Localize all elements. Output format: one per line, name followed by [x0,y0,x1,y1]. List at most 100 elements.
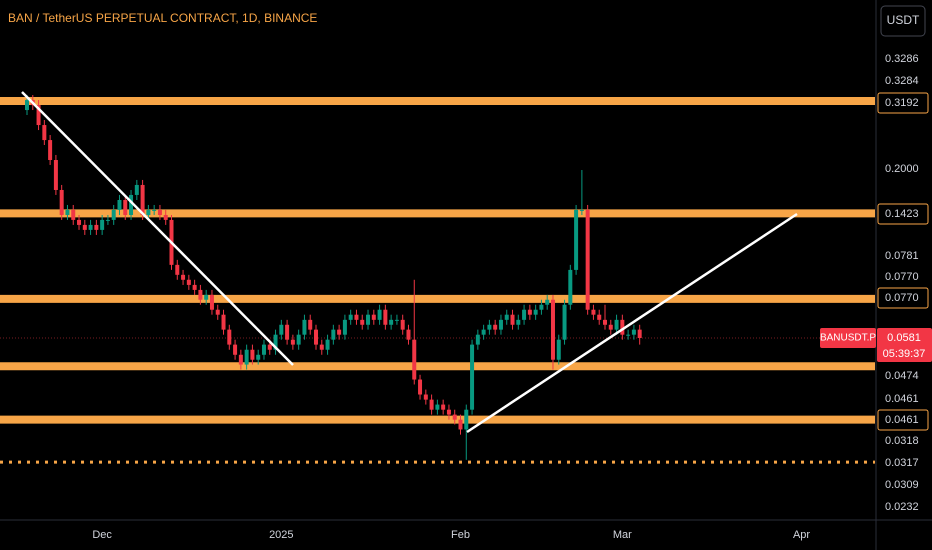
candle-body [331,329,336,340]
price-label-box [877,203,929,225]
candle-body [429,399,434,410]
candle-body [487,324,492,330]
candle-body [568,269,573,305]
price-label: 0.0781 [885,250,919,262]
candle-body [181,274,186,280]
candle-body [406,329,411,340]
candle-body [614,319,619,330]
candle-body [129,194,134,215]
candle-body [579,209,584,211]
candle-body [25,100,29,111]
candle-body [227,329,232,345]
x-tick-label: Mar [613,529,632,541]
price-label: 0.3192 [885,97,919,109]
candle-body [42,125,47,141]
price-label: 0.3286 [885,53,919,65]
candle-body [256,354,261,360]
price-tag [877,328,932,362]
trend-line [21,91,294,366]
candle-body [198,289,203,300]
candle-body [475,334,480,345]
candle-body [383,309,388,325]
candle-body [603,319,607,325]
price-label: 0.1423 [885,208,919,220]
currency-button-label[interactable]: USDT [887,13,920,27]
candle-body [314,329,318,345]
candle-body [435,404,440,410]
candle-body [550,299,555,360]
candle-body [458,419,463,430]
x-tick-label: Feb [451,529,470,541]
candle-body [574,209,579,270]
candle-body [140,184,145,215]
candle-body [631,329,636,335]
candle-body [163,214,168,220]
candle-body [608,324,613,330]
candle-body [348,314,353,320]
candle-body [65,209,70,215]
candle-body [221,314,226,330]
candle-body [152,209,157,211]
candle-body [498,319,503,330]
price-label: 0.0317 [885,457,919,469]
candle-body [597,314,602,320]
candle-body [493,324,498,330]
candle-body [273,334,278,350]
candle-body [325,339,330,350]
chart-title: BAN / TetherUS PERPETUAL CONTRACT, 1D, B… [8,11,317,25]
candle-body [186,279,191,285]
x-tick-label: 2025 [269,529,293,541]
candle-body [157,209,162,215]
symbol-tag-label: BANUSDT.P [820,333,876,344]
candle-body [77,219,82,225]
price-label-box [877,287,929,309]
candle-body [522,309,527,320]
candle-body [504,314,509,320]
candle-body [516,319,521,325]
price-tag-price: 0.0581 [887,332,921,344]
price-label: 0.0461 [885,393,919,405]
currency-button[interactable] [880,5,926,37]
candle-body [620,319,625,335]
candle-body [423,394,428,400]
candle-body [215,309,220,315]
candle-body [117,199,122,210]
candle-body [279,324,284,335]
candle-body [192,284,197,290]
candle-body [146,209,151,215]
candle-body [412,339,417,380]
candle-body [319,344,324,350]
price-label: 0.0474 [885,370,919,382]
x-tick-label: Dec [92,529,112,541]
candle-body [400,319,405,330]
candle-body [261,344,266,355]
symbol-tag [820,328,876,348]
candle-body [452,414,457,420]
candle-body [82,224,87,230]
candle-body [48,140,53,161]
candle-body [238,354,243,365]
candle-body [562,304,567,340]
candle-body [637,329,642,338]
candle-body [545,299,550,305]
candle-body [418,379,423,395]
candle-body [123,199,128,215]
candle-body [267,344,272,350]
price-label-box [877,409,929,431]
candle-body [36,105,41,126]
candle-body [244,349,249,365]
candle-body [250,349,255,360]
candle-body [371,314,376,320]
price-label: 0.0232 [885,501,919,513]
trend-line [466,212,798,434]
candle-body [591,309,596,315]
candle-body [394,319,399,321]
price-label: 0.0770 [885,292,919,304]
price-label: 0.0309 [885,479,919,491]
candle-body [105,219,110,221]
candle-body [342,319,347,335]
price-label: 0.2000 [885,163,919,175]
candle-body [510,314,515,325]
